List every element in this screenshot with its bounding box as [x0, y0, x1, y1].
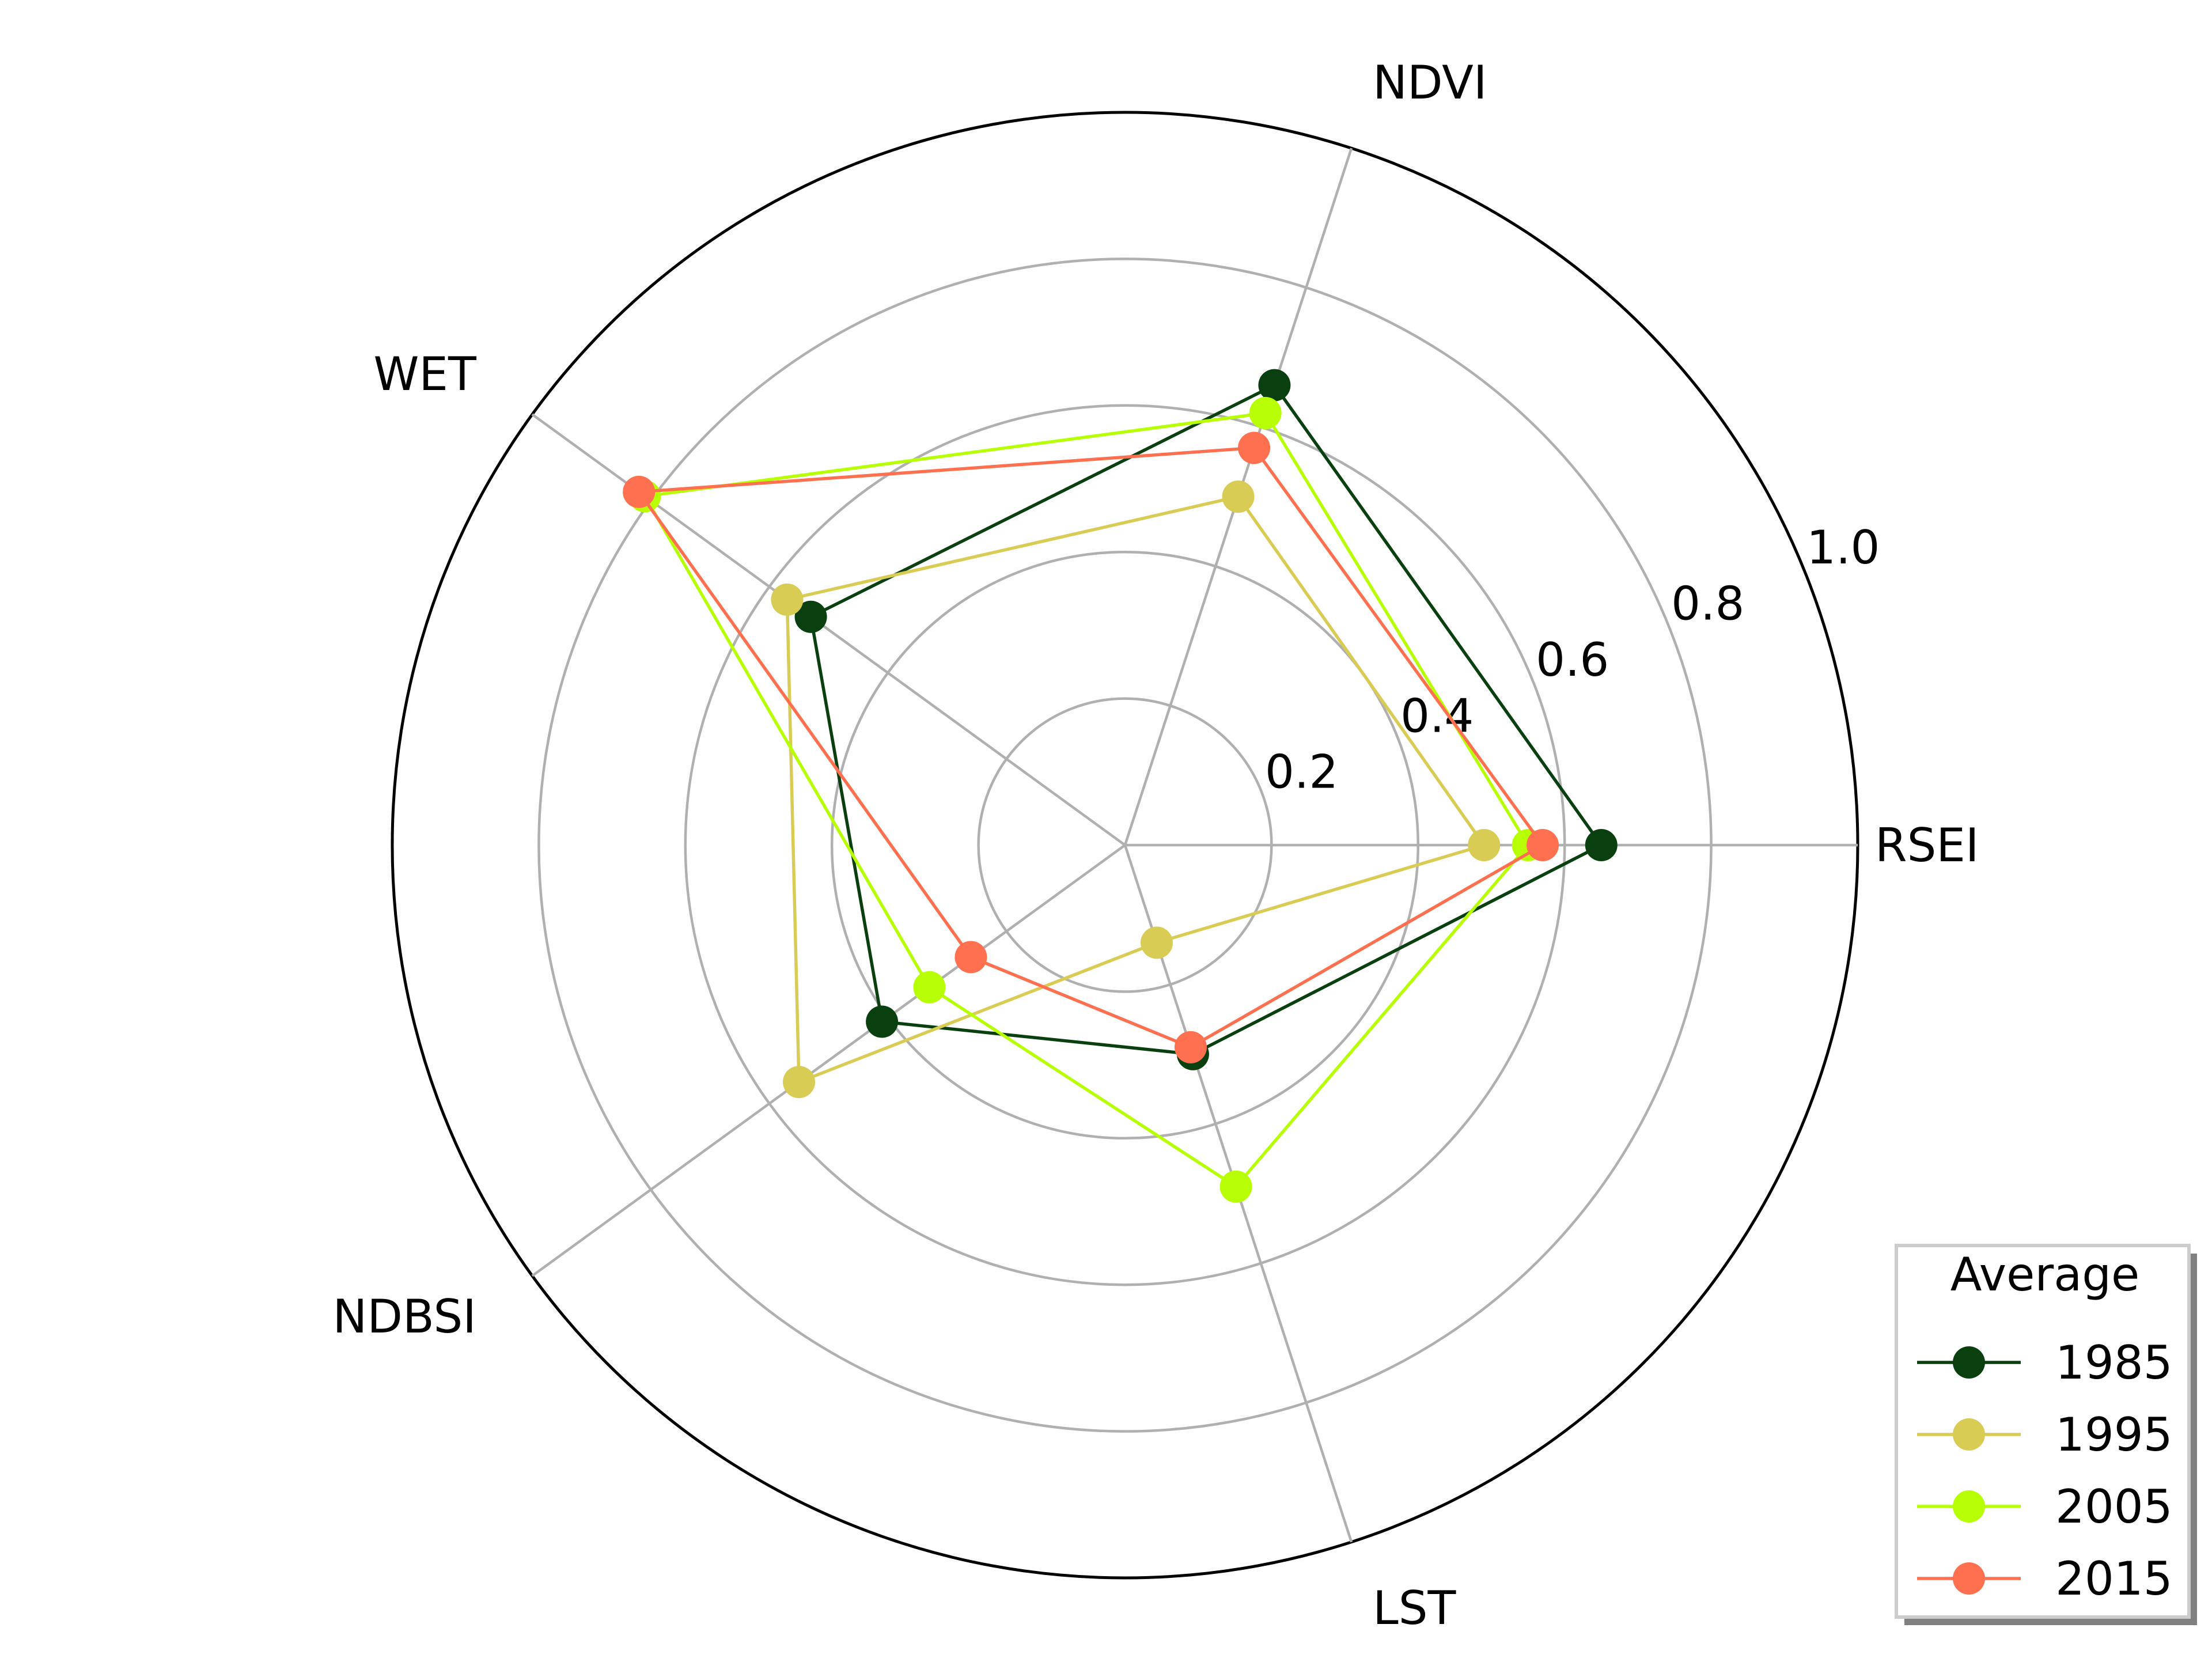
legend-item-2005: 2005: [1917, 1480, 2173, 1534]
legend: Average 1985 1995 2005 2015: [1895, 1244, 2197, 1625]
radial-tick-label: 0.6: [1536, 633, 1609, 687]
data-point-2015-rsei: [1527, 829, 1559, 861]
series-2005: [628, 396, 1544, 1203]
data-point-1985-ndvi: [1258, 369, 1291, 402]
data-point-1985-rsei: [1585, 829, 1618, 861]
legend-marker: [1953, 1562, 1985, 1595]
axis-label-ndbsi: NDBSI: [333, 1290, 476, 1343]
series-line-1985: [809, 383, 1603, 1056]
legend-marker: [1953, 1418, 1985, 1451]
legend-label: 1995: [2055, 1408, 2173, 1462]
legend-box: [1895, 1244, 2191, 1619]
data-point-2005-ndbsi: [913, 971, 946, 1004]
series-1995: [771, 480, 1501, 1099]
radial-tick-label: 0.8: [1671, 577, 1744, 631]
series-line-2015: [637, 446, 1544, 1049]
data-point-1995-rsei: [1468, 829, 1501, 861]
radar-grid: [391, 111, 1859, 1580]
axis-label-ndvi: NDVI: [1373, 56, 1487, 109]
series-line-2005: [643, 411, 1530, 1188]
axis-label-rsei: RSEI: [1875, 819, 1979, 872]
legend-label: 1985: [2055, 1336, 2173, 1390]
data-point-1995-wet: [771, 583, 804, 616]
data-point-1985-wet: [794, 600, 827, 633]
legend-label: 2015: [2055, 1552, 2173, 1606]
legend-item-2015: 2015: [1917, 1552, 2173, 1606]
data-point-1985-ndbsi: [866, 1005, 899, 1038]
legend-label: 2005: [2055, 1480, 2173, 1534]
legend-title: Average: [1950, 1248, 2140, 1301]
data-point-2015-wet: [623, 475, 656, 508]
series-line-1995: [785, 495, 1486, 1084]
data-point-1995-ndbsi: [783, 1066, 816, 1099]
data-point-2015-ndbsi: [955, 941, 987, 974]
series-layer: [623, 369, 1618, 1203]
legend-item-1995: 1995: [1917, 1408, 2173, 1462]
radial-tick-labels: 0.20.40.60.81.0: [1265, 521, 1880, 798]
data-point-2005-ndvi: [1249, 396, 1282, 429]
legend-items: 1985 1995 2005 2015: [1917, 1336, 2173, 1606]
data-point-2015-ndvi: [1238, 431, 1271, 464]
radial-tick-label: 1.0: [1806, 521, 1880, 574]
series-2015: [623, 431, 1559, 1063]
legend-marker: [1953, 1490, 1985, 1523]
radial-tick-label: 0.2: [1265, 745, 1338, 799]
legend-item-1985: 1985: [1917, 1336, 2173, 1390]
data-point-1995-lst: [1141, 926, 1173, 959]
axis-label-lst: LST: [1373, 1581, 1456, 1635]
data-point-2015-lst: [1174, 1031, 1207, 1063]
data-point-1995-ndvi: [1222, 480, 1255, 513]
data-point-2005-lst: [1219, 1170, 1252, 1203]
axis-label-wet: WET: [373, 347, 477, 401]
spoke-ndbsi: [531, 844, 1126, 1277]
legend-marker: [1953, 1346, 1985, 1379]
axis-labels: RSEI NDVI WET NDBSI LST: [333, 56, 1979, 1635]
